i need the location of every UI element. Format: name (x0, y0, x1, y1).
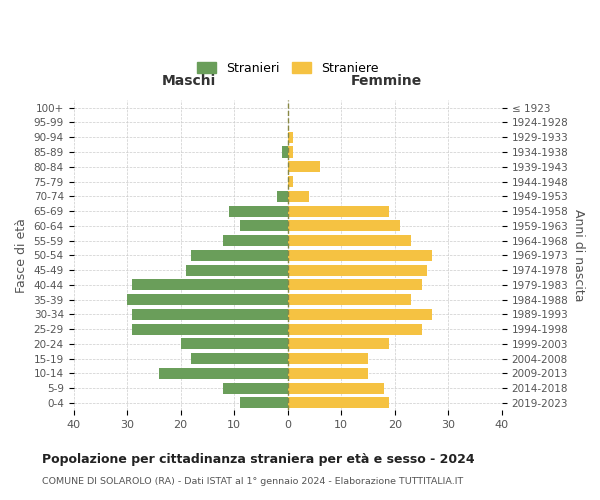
Bar (287, 161, 320, 172)
Legend: Stranieri, Straniere: Stranieri, Straniere (192, 57, 383, 80)
Y-axis label: Fasce di età: Fasce di età (15, 218, 28, 293)
Bar (287, 353, 368, 364)
Bar (223, 235, 287, 246)
Bar (287, 146, 293, 158)
Bar (191, 250, 287, 261)
Bar (223, 382, 287, 394)
Bar (159, 368, 287, 379)
Bar (287, 309, 432, 320)
Bar (239, 220, 287, 232)
Bar (186, 264, 287, 276)
Bar (287, 206, 389, 216)
Bar (287, 250, 432, 261)
Bar (229, 206, 287, 216)
Bar (287, 280, 422, 290)
Bar (287, 264, 427, 276)
Bar (287, 235, 411, 246)
Text: Femmine: Femmine (350, 74, 422, 88)
Bar (287, 338, 389, 349)
Bar (287, 324, 422, 334)
Bar (277, 190, 287, 202)
Bar (133, 280, 287, 290)
Bar (287, 294, 411, 305)
Bar (287, 176, 293, 187)
Bar (287, 220, 400, 232)
Bar (133, 309, 287, 320)
Bar (287, 190, 309, 202)
Bar (127, 294, 287, 305)
Bar (287, 368, 368, 379)
Bar (287, 398, 389, 408)
Bar (287, 382, 384, 394)
Bar (133, 324, 287, 334)
Y-axis label: Anni di nascita: Anni di nascita (572, 209, 585, 302)
Bar (191, 353, 287, 364)
Bar (287, 132, 293, 143)
Text: Maschi: Maschi (162, 74, 217, 88)
Bar (181, 338, 287, 349)
Text: Popolazione per cittadinanza straniera per età e sesso - 2024: Popolazione per cittadinanza straniera p… (42, 452, 475, 466)
Bar (283, 146, 287, 158)
Bar (239, 398, 287, 408)
Text: COMUNE DI SOLAROLO (RA) - Dati ISTAT al 1° gennaio 2024 - Elaborazione TUTTITALI: COMUNE DI SOLAROLO (RA) - Dati ISTAT al … (42, 478, 463, 486)
